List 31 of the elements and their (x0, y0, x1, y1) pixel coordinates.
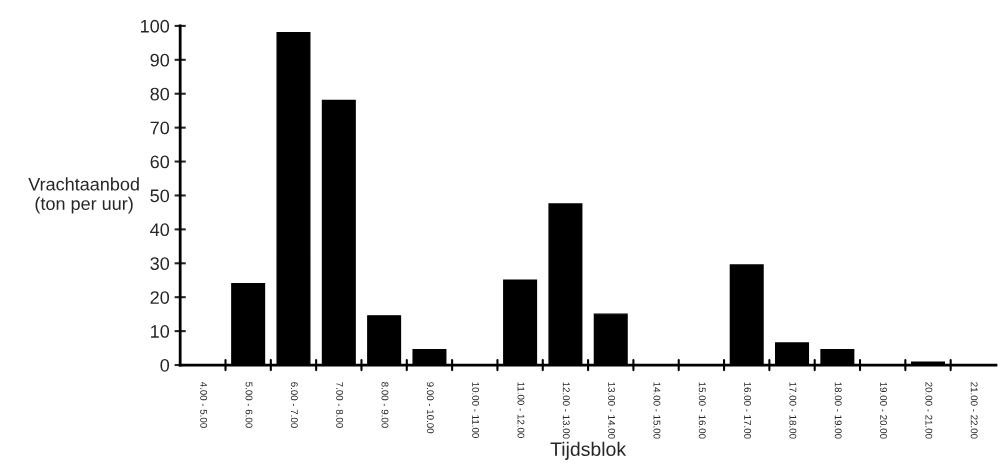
x-axis-title: Tijdsblok (550, 441, 627, 460)
x-tick-label: 6.00 - 7.00 (290, 382, 298, 428)
x-tick-label: 9.00 - 10.00 (426, 382, 434, 434)
x-tick-label: 12.00 - 13.00 (562, 382, 570, 439)
y-tick-label: 10 (151, 325, 170, 338)
x-tick-label: 19.00 - 20.00 (880, 382, 887, 439)
x-tick-label: 13.00 - 14.00 (608, 382, 616, 439)
x-tick-label: 16.00 - 17.00 (744, 382, 751, 439)
y-tick-label: 50 (150, 189, 170, 203)
y-tick-label: 90 (150, 53, 170, 67)
y-tick-label: 0 (160, 358, 170, 372)
y-tick-label: 80 (150, 87, 170, 101)
x-tick-label: 21.00 - 22.00 (970, 382, 978, 439)
y-tick-label: 100 (141, 19, 170, 33)
y-tick-label: 30 (150, 257, 170, 271)
x-tick-label: 11.00 - 12.00 (517, 382, 525, 438)
y-tick-label: 20 (150, 291, 170, 304)
x-tick-label: 5.00 - 6.00 (245, 382, 253, 428)
x-tick-label: 14.00 - 15.00 (653, 382, 661, 439)
x-tick-label: 20.00 - 21.00 (925, 382, 933, 439)
y-tick-label: 40 (150, 223, 170, 237)
x-tick-label: 4.00 - 5.00 (200, 381, 208, 428)
y-tick-label: 60 (150, 155, 170, 169)
x-tick-label: 8.00 - 9.00 (381, 382, 389, 428)
x-tick-label: 18.00 - 19.00 (834, 382, 842, 439)
y-axis-title: Vrachtaanbod (ton per uur) (28, 177, 139, 214)
x-tick-label: 10.00 - 11.00 (472, 382, 480, 438)
x-tick-label: 7.00 - 8.00 (336, 382, 344, 428)
y-tick-label: 70 (150, 121, 170, 135)
x-tick-label: 17.00 - 18.00 (789, 382, 797, 439)
x-tick-label: 15.00 - 16.00 (698, 382, 706, 439)
